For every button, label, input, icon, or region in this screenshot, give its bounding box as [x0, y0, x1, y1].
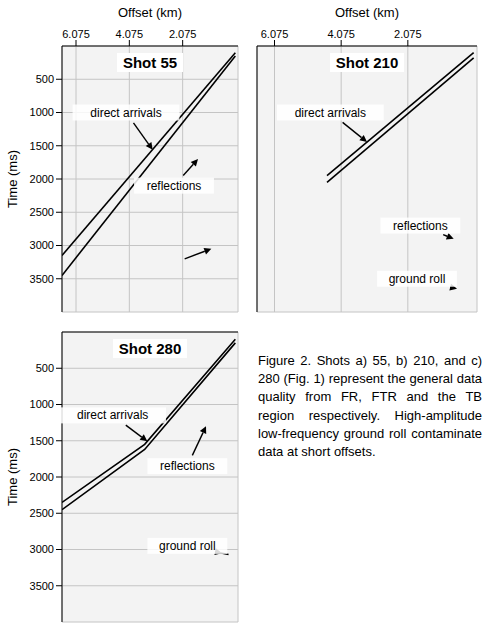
svg-text:6.075: 6.075: [62, 28, 90, 40]
svg-text:6.075: 6.075: [261, 28, 289, 40]
svg-text:1000: 1000: [30, 398, 54, 410]
svg-text:3500: 3500: [30, 273, 54, 285]
svg-text:500: 500: [36, 73, 54, 85]
svg-text:reflections: reflections: [147, 179, 202, 193]
html-text:Shot 280: Shot 280: [118, 340, 182, 357]
svg-text:1500: 1500: [30, 140, 54, 152]
svg-text:3000: 3000: [30, 543, 54, 555]
svg-text:ground roll: ground roll: [159, 539, 216, 553]
svg-text:2000: 2000: [30, 471, 54, 483]
svg-text:reflections: reflections: [393, 219, 448, 233]
svg-text:2.075: 2.075: [169, 28, 197, 40]
html-text:Figure 2. Shots a) 55, b) 210,: Figure 2. Shots a) 55, b) 210, and c) 28…: [258, 353, 482, 459]
svg-text:2500: 2500: [30, 507, 54, 519]
svg-text:3500: 3500: [30, 580, 54, 592]
svg-text:4.075: 4.075: [116, 28, 144, 40]
svg-text:Offset (km): Offset (km): [335, 5, 399, 20]
svg-text:direct arrivals: direct arrivals: [90, 106, 161, 120]
html-text:Shot 210: Shot 210: [335, 54, 399, 71]
svg-text:2000: 2000: [30, 173, 54, 185]
svg-text:Time (ms): Time (ms): [5, 448, 20, 506]
svg-text:Time (ms): Time (ms): [5, 150, 20, 208]
svg-text:500: 500: [36, 362, 54, 374]
svg-text:3000: 3000: [30, 239, 54, 251]
svg-text:1000: 1000: [30, 106, 54, 118]
svg-text:reflections: reflections: [160, 459, 215, 473]
svg-text:1500: 1500: [30, 435, 54, 447]
svg-text:direct arrivals: direct arrivals: [295, 106, 366, 120]
svg-text:direct arrivals: direct arrivals: [77, 408, 148, 422]
svg-text:ground roll: ground roll: [389, 272, 446, 286]
svg-text:Offset (km): Offset (km): [118, 5, 182, 20]
html-text:Shot 55: Shot 55: [122, 54, 178, 71]
svg-text:4.075: 4.075: [327, 28, 355, 40]
svg-text:2500: 2500: [30, 206, 54, 218]
svg-text:2.075: 2.075: [394, 28, 422, 40]
